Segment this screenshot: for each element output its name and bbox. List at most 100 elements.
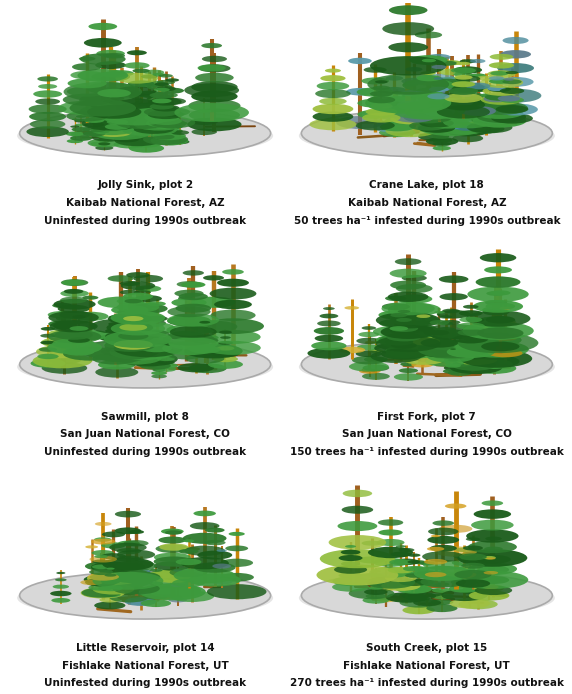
Ellipse shape — [403, 354, 444, 365]
Ellipse shape — [486, 557, 495, 559]
Ellipse shape — [142, 332, 152, 335]
Ellipse shape — [406, 67, 423, 71]
Ellipse shape — [425, 572, 446, 577]
Ellipse shape — [140, 362, 170, 370]
Ellipse shape — [170, 139, 189, 144]
Ellipse shape — [104, 330, 172, 348]
Ellipse shape — [80, 579, 103, 585]
Ellipse shape — [117, 298, 143, 305]
Ellipse shape — [170, 326, 217, 338]
Ellipse shape — [47, 355, 81, 364]
Ellipse shape — [177, 363, 214, 373]
Ellipse shape — [156, 356, 163, 358]
Ellipse shape — [111, 305, 148, 314]
Ellipse shape — [443, 369, 463, 374]
Ellipse shape — [379, 310, 414, 319]
Ellipse shape — [162, 344, 170, 346]
Ellipse shape — [376, 335, 416, 345]
Ellipse shape — [430, 340, 472, 350]
Ellipse shape — [364, 67, 387, 73]
Ellipse shape — [402, 350, 415, 353]
Ellipse shape — [338, 347, 365, 353]
Ellipse shape — [396, 318, 412, 322]
Ellipse shape — [92, 559, 110, 564]
Ellipse shape — [70, 100, 136, 117]
Ellipse shape — [63, 82, 142, 102]
Ellipse shape — [197, 550, 232, 559]
Ellipse shape — [454, 341, 488, 350]
Ellipse shape — [152, 359, 166, 362]
Ellipse shape — [152, 369, 166, 371]
Ellipse shape — [182, 562, 201, 567]
Ellipse shape — [450, 361, 502, 374]
Ellipse shape — [366, 108, 397, 116]
Ellipse shape — [178, 293, 208, 301]
Ellipse shape — [482, 556, 496, 559]
Ellipse shape — [429, 113, 447, 118]
Ellipse shape — [190, 321, 237, 332]
Ellipse shape — [51, 598, 70, 603]
Ellipse shape — [92, 353, 138, 364]
Ellipse shape — [390, 313, 407, 317]
Ellipse shape — [390, 314, 438, 326]
Ellipse shape — [116, 116, 167, 129]
Ellipse shape — [203, 276, 224, 280]
Ellipse shape — [130, 314, 166, 323]
Ellipse shape — [390, 326, 408, 331]
Ellipse shape — [379, 577, 394, 580]
Ellipse shape — [155, 366, 177, 372]
Ellipse shape — [483, 330, 506, 337]
Ellipse shape — [411, 560, 427, 564]
Ellipse shape — [463, 336, 485, 341]
Ellipse shape — [370, 570, 382, 573]
Ellipse shape — [84, 575, 122, 584]
Ellipse shape — [479, 563, 499, 568]
Ellipse shape — [390, 114, 431, 124]
Ellipse shape — [154, 108, 177, 114]
Ellipse shape — [407, 554, 420, 557]
Ellipse shape — [101, 100, 116, 103]
Ellipse shape — [356, 121, 395, 130]
Ellipse shape — [217, 279, 249, 287]
Ellipse shape — [196, 335, 219, 341]
Ellipse shape — [457, 113, 478, 119]
Ellipse shape — [465, 83, 490, 90]
Ellipse shape — [150, 121, 181, 129]
Ellipse shape — [174, 568, 236, 584]
Ellipse shape — [117, 344, 154, 354]
Ellipse shape — [116, 124, 160, 135]
Ellipse shape — [426, 356, 466, 366]
Ellipse shape — [436, 126, 448, 129]
Ellipse shape — [414, 326, 433, 331]
Ellipse shape — [53, 321, 96, 331]
Ellipse shape — [448, 84, 477, 92]
Ellipse shape — [399, 368, 418, 373]
Ellipse shape — [134, 290, 151, 294]
Text: Little Reservoir, plot 14: Little Reservoir, plot 14 — [76, 643, 214, 652]
Ellipse shape — [334, 566, 367, 574]
Ellipse shape — [89, 584, 114, 591]
Ellipse shape — [434, 330, 468, 338]
Ellipse shape — [85, 578, 117, 586]
Ellipse shape — [160, 104, 168, 106]
Ellipse shape — [96, 366, 138, 378]
Ellipse shape — [482, 307, 505, 312]
Ellipse shape — [49, 330, 76, 337]
Ellipse shape — [100, 598, 120, 602]
Ellipse shape — [210, 579, 233, 584]
Ellipse shape — [151, 115, 180, 121]
Ellipse shape — [189, 108, 240, 121]
Ellipse shape — [125, 308, 160, 316]
Ellipse shape — [196, 329, 214, 334]
Ellipse shape — [123, 316, 144, 321]
Ellipse shape — [181, 282, 205, 288]
Ellipse shape — [217, 549, 227, 552]
Ellipse shape — [343, 490, 372, 497]
Ellipse shape — [301, 110, 553, 157]
Ellipse shape — [113, 562, 145, 570]
Ellipse shape — [467, 318, 484, 322]
Ellipse shape — [451, 81, 475, 87]
Text: San Juan National Forest, CO: San Juan National Forest, CO — [342, 430, 512, 439]
Ellipse shape — [146, 344, 164, 348]
Ellipse shape — [117, 319, 133, 323]
